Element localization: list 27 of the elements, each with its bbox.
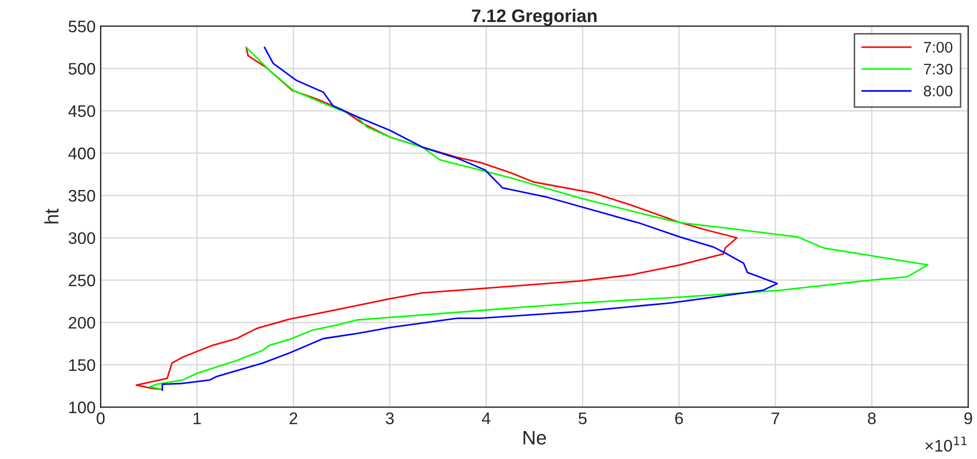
y-tick-label: 500: [68, 62, 96, 75]
chart-title: 7.12 Gregorian: [472, 8, 597, 26]
y-tick-label: 250: [68, 274, 96, 286]
x-tick-label: 2: [290, 412, 298, 424]
y-tick-label: 550: [68, 20, 96, 32]
x-tick-label: 9: [964, 412, 972, 424]
legend-label: 7:30: [924, 64, 952, 75]
text: ×10$^{11}$: [926, 436, 967, 452]
x-tick-label: 6: [675, 412, 683, 424]
x-tick-label: 0: [96, 412, 105, 424]
x-axis-title: Ne: [524, 431, 546, 445]
legend-label: 8:00: [924, 86, 952, 96]
y-axis-title: ht: [44, 208, 59, 224]
x-tick-label: 1: [194, 412, 201, 424]
x-tick-label: 7: [772, 412, 780, 424]
x-tick-label: 4: [482, 412, 490, 424]
y-tick-label: 450: [68, 105, 96, 118]
y-tick-label: 100: [69, 402, 96, 414]
x-tick-label: 8: [868, 412, 876, 424]
x-tick-label: 5: [578, 412, 587, 424]
y-tick-label: 350: [68, 190, 96, 202]
x-tick-label: 3: [386, 412, 394, 424]
y-tick-label: 300: [68, 232, 96, 244]
y-tick-label: 150: [69, 359, 96, 372]
legend-label: 7:00: [924, 42, 952, 53]
y-tick-label: 200: [68, 316, 96, 329]
y-tick-label: 400: [68, 148, 96, 160]
